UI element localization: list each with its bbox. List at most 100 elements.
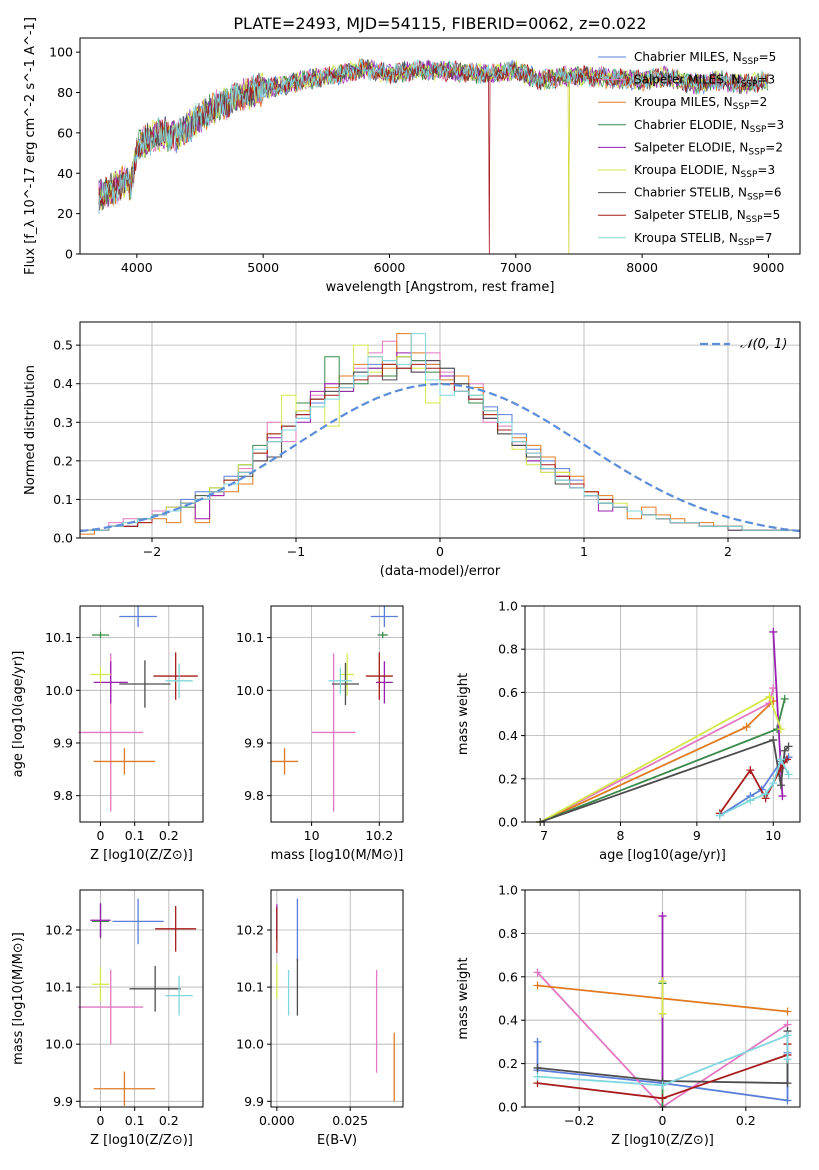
legend-label: Kroupa ELODIE, NSSP=3 — [634, 163, 775, 180]
legend-count: =6 — [764, 186, 782, 200]
x-tick-label: 0.2 — [736, 1113, 756, 1128]
axes-frame — [270, 605, 404, 823]
plus-marker — [778, 792, 787, 801]
plus-marker — [780, 694, 789, 703]
legend-count: =5 — [759, 50, 777, 64]
x-axis-label: Z [log10(Z/Z⊙)] — [611, 1133, 714, 1148]
normal-curve — [79, 382, 801, 533]
plus-marker — [658, 1009, 667, 1018]
plus-marker — [746, 796, 755, 805]
y-tick-label: 0.0 — [53, 531, 73, 546]
spectrum-panel: 4000 5000 6000 7000 8000 9000 0 20 40 60 80 100 wave… — [23, 17, 801, 295]
y-axis-label: mass [log10(M/M⊙)] — [11, 932, 26, 1065]
x-tick-label: 0 — [659, 1113, 667, 1128]
plus-marker — [769, 735, 778, 744]
legend-count: =5 — [763, 208, 781, 222]
legend-count: =7 — [755, 231, 773, 245]
y-tick-label: 0.1 — [53, 492, 73, 507]
x-tick-label: 0.000 — [259, 1113, 295, 1128]
mass-weight-panel-4: 7 8 9 10 0.0 0.2 0.4 0.6 0.8 1.0 age [log10(age/yr… — [456, 599, 801, 863]
y-tick-label: 9.9 — [53, 735, 73, 750]
y-axis-label: Flux [f_λ 10^-17 erg cm^-2 s^-1 A^-1] — [23, 17, 38, 275]
x-tick-label: 10 — [304, 828, 320, 843]
x-tick-label: 1 — [580, 544, 588, 559]
x-tick-label: 7000 — [500, 260, 532, 275]
weight-line-kroupa-stelib — [537, 1034, 789, 1087]
x-tick-label: −2 — [143, 544, 161, 559]
y-tick-label: 10.0 — [45, 1037, 73, 1052]
plus-marker — [783, 1079, 792, 1088]
weight-line-kroupa-stelib — [719, 757, 790, 817]
axes-frame — [79, 37, 801, 255]
y-tick-label: 0.4 — [53, 376, 73, 391]
y-tick-label: 0.2 — [53, 453, 73, 468]
plus-marker — [742, 722, 751, 731]
legend-subscript: SSP — [741, 80, 758, 90]
y-tick-label: 60 — [57, 125, 73, 140]
axes-frame — [524, 605, 801, 823]
y-axis-label: mass weight — [456, 957, 471, 1039]
plus-marker — [784, 742, 793, 751]
legend-count: =3 — [757, 163, 775, 177]
errorbar-panel-3: 10 10.2 9.8 9.9 10.0 10.1 mass [log10(M/M⊙)] — [236, 605, 404, 863]
y-tick-label: 0.0 — [498, 1100, 518, 1115]
errorbar-panel-6: 0.000 0.025 9.9 10.0 10.1 10.2 E(B-V) — [236, 889, 404, 1148]
y-tick-label: 10.1 — [236, 630, 264, 645]
histogram-step-kroupa-stelib — [79, 333, 801, 538]
y-tick-label: 0.6 — [498, 969, 518, 984]
x-tick-label: 6000 — [374, 260, 406, 275]
y-tick-label: 0.4 — [498, 1013, 518, 1028]
plus-marker — [715, 811, 724, 820]
x-axis-label: age [log10(age/yr)] — [599, 848, 726, 863]
legend-subscript: SSP — [746, 215, 763, 225]
x-axis-label: Z [log10(Z/Z⊙)] — [90, 848, 193, 863]
y-tick-label: 0 — [65, 247, 73, 262]
spectrum-line-kroupa-miles — [98, 57, 769, 254]
y-tick-label: 9.9 — [53, 1094, 73, 1109]
mass-weight-panel-7: −0.2 0 0.2 0.0 0.2 0.4 0.6 0.8 1.0 Z [log10(Z/Z⊙)… — [456, 883, 801, 1148]
legend-subscript: SSP — [733, 102, 750, 112]
x-tick-label: 4000 — [121, 260, 153, 275]
errorbar-panel-2: 0 0.1 0.2 9.8 9.9 10.0 10.1 Z [log10(Z/Z⊙)] age … — [11, 605, 204, 863]
y-tick-label: 9.9 — [244, 735, 264, 750]
y-tick-label: 9.8 — [53, 788, 73, 803]
y-tick-label: 9.8 — [244, 788, 264, 803]
y-tick-label: 1.0 — [498, 883, 518, 898]
x-tick-label: 9000 — [753, 260, 785, 275]
y-tick-label: 0.2 — [498, 771, 518, 786]
plus-marker — [776, 725, 785, 734]
x-tick-label: 0.1 — [125, 1113, 145, 1128]
x-tick-label: 0.2 — [159, 1113, 179, 1128]
y-tick-label: 10.2 — [45, 922, 73, 937]
x-axis-label: E(B-V) — [317, 1133, 357, 1148]
x-tick-label: 0 — [97, 1113, 105, 1128]
plus-marker — [533, 1072, 542, 1081]
x-tick-label: 10.2 — [365, 828, 393, 843]
figure-title: PLATE=2493, MJD=54115, FIBERID=0062, z=0… — [233, 14, 646, 33]
x-tick-label: −0.2 — [564, 1113, 594, 1128]
axes-frame — [79, 605, 204, 823]
y-tick-label: 20 — [57, 206, 73, 221]
legend-subscript: SSP — [742, 57, 759, 67]
plus-marker — [783, 1031, 792, 1040]
plus-marker — [533, 968, 542, 977]
plus-marker — [658, 1094, 667, 1103]
plus-marker — [765, 692, 774, 701]
x-tick-label: 9 — [693, 828, 701, 843]
y-tick-label: 10.1 — [236, 980, 264, 995]
y-tick-label: 10.0 — [236, 683, 264, 698]
plus-marker — [783, 1007, 792, 1016]
y-tick-label: 10.0 — [45, 683, 73, 698]
x-axis-label: Z [log10(Z/Z⊙)] — [90, 1133, 193, 1148]
y-tick-label: 0.2 — [498, 1056, 518, 1071]
legend-label: 𝒩(0, 1) — [740, 337, 787, 352]
plus-marker — [769, 627, 778, 636]
x-tick-label: 0 — [436, 544, 444, 559]
y-tick-label: 0.3 — [53, 415, 73, 430]
legend-label: Salpeter ELODIE, NSSP=2 — [634, 140, 783, 157]
x-tick-label: 2 — [724, 544, 732, 559]
y-tick-label: 1.0 — [498, 599, 518, 614]
y-axis-label: Normed distribution — [23, 365, 38, 495]
residual-histogram-panel: −2 −1 0 1 2 0.0 0.1 0.2 0.3 0.4 0.5 (data-model)/er… — [23, 321, 801, 579]
